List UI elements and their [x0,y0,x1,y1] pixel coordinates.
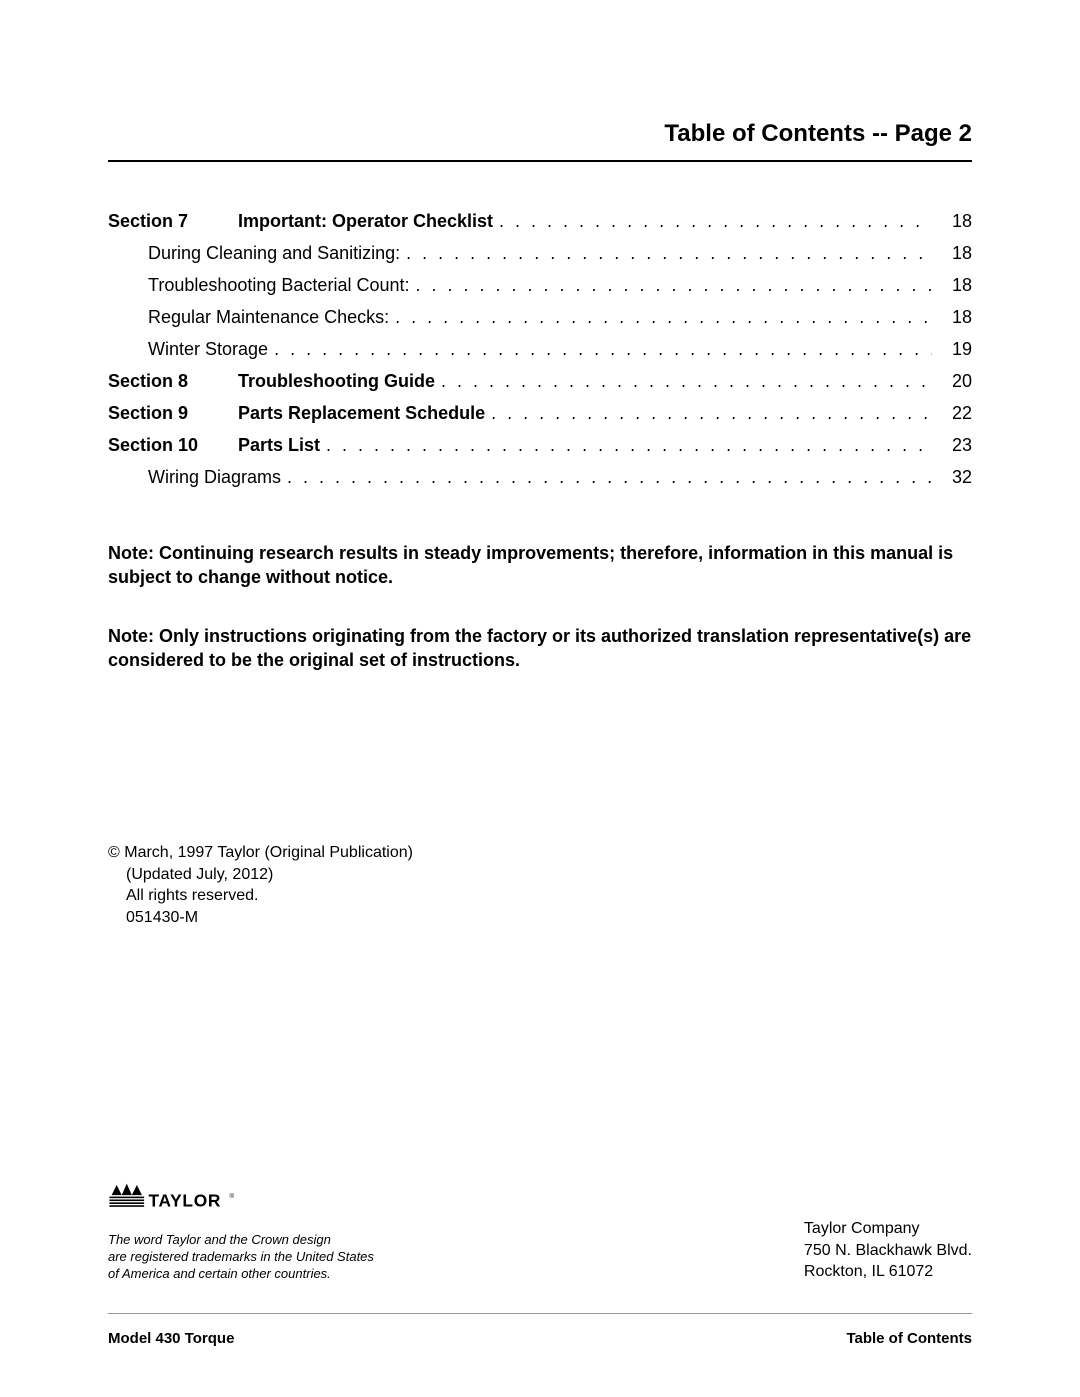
toc-page-number: 19 [932,340,972,358]
footer-left: Model 430 Torque [108,1330,234,1347]
toc-sub-row: Troubleshooting Bacterial Count: 18 [108,276,972,294]
note-1: Note: Continuing research results in ste… [108,541,972,590]
toc-sub-title: Regular Maintenance Checks: [148,308,389,326]
toc-leader-dots [389,308,932,326]
toc-sub-title: Troubleshooting Bacterial Count: [148,276,409,294]
logo-row: TAYLOR ® The word Taylor and the Crown d… [108,1182,972,1283]
toc-section-row: Section 10Parts List 23 [108,436,972,454]
toc-leader-dots [409,276,932,294]
copyright-line-4: 051430-M [108,907,972,929]
toc-page-number: 22 [932,404,972,422]
toc-sub-title: During Cleaning and Sanitizing: [148,244,400,262]
toc-section-title: Parts List [238,436,320,454]
table-of-contents: Section 7Important: Operator Checklist 18… [108,212,972,486]
toc-page-number: 20 [932,372,972,390]
notes-block: Note: Continuing research results in ste… [108,541,972,672]
toc-section-row: Section 9Parts Replacement Schedule 22 [108,404,972,422]
toc-sub-row: Winter Storage 19 [108,340,972,358]
toc-section-title: Parts Replacement Schedule [238,404,485,422]
taylor-logo-icon: TAYLOR ® [108,1182,238,1222]
footer-right: Table of Contents [846,1330,972,1347]
svg-text:®: ® [229,1192,234,1200]
note-2: Note: Only instructions originating from… [108,624,972,673]
toc-leader-dots [493,212,932,230]
toc-section-row: Section 7Important: Operator Checklist 18 [108,212,972,230]
footer-block: TAYLOR ® The word Taylor and the Crown d… [108,1182,972,1347]
footer-rule [108,1313,972,1314]
title-rule [108,160,972,162]
company-street: 750 N. Blackhawk Blvd. [804,1242,972,1259]
toc-sub-row: Wiring Diagrams 32 [108,468,972,486]
trademark-line-2: are registered trademarks in the United … [108,1249,374,1264]
copyright-line-1: © March, 1997 Taylor (Original Publicati… [108,844,413,861]
document-page: Table of Contents -- Page 2 Section 7Imp… [0,0,1080,1397]
toc-section-label: Section 9 [108,404,238,422]
company-city: Rockton, IL 61072 [804,1263,933,1280]
toc-section-row: Section 8Troubleshooting Guide 20 [108,372,972,390]
toc-page-number: 32 [932,468,972,486]
toc-sub-title: Winter Storage [148,340,268,358]
logo-wordmark: TAYLOR [148,1191,221,1211]
toc-sub-title: Wiring Diagrams [148,468,281,486]
toc-section-title: Important: Operator Checklist [238,212,493,230]
toc-section-label: Section 8 [108,372,238,390]
toc-page-number: 18 [932,276,972,294]
toc-leader-dots [281,468,932,486]
footer-line: Model 430 Torque Table of Contents [108,1330,972,1347]
company-address: Taylor Company 750 N. Blackhawk Blvd. Ro… [804,1218,972,1283]
toc-page-number: 18 [932,212,972,230]
toc-page-number: 23 [932,436,972,454]
toc-leader-dots [268,340,932,358]
toc-leader-dots [400,244,932,262]
page-title: Table of Contents -- Page 2 [108,120,972,148]
toc-sub-row: During Cleaning and Sanitizing: 18 [108,244,972,262]
toc-leader-dots [435,372,932,390]
trademark-line-1: The word Taylor and the Crown design [108,1232,331,1247]
copyright-line-3: All rights reserved. [108,885,972,907]
company-name: Taylor Company [804,1220,920,1237]
toc-section-title: Troubleshooting Guide [238,372,435,390]
toc-page-number: 18 [932,244,972,262]
toc-section-label: Section 10 [108,436,238,454]
copyright-line-2: (Updated July, 2012) [108,864,972,886]
logo-column: TAYLOR ® The word Taylor and the Crown d… [108,1182,374,1283]
trademark-line-3: of America and certain other countries. [108,1266,331,1281]
toc-leader-dots [485,404,932,422]
toc-leader-dots [320,436,932,454]
toc-page-number: 18 [932,308,972,326]
trademark-note: The word Taylor and the Crown design are… [108,1232,374,1283]
toc-sub-row: Regular Maintenance Checks: 18 [108,308,972,326]
toc-section-label: Section 7 [108,212,238,230]
copyright-block: © March, 1997 Taylor (Original Publicati… [108,842,972,928]
